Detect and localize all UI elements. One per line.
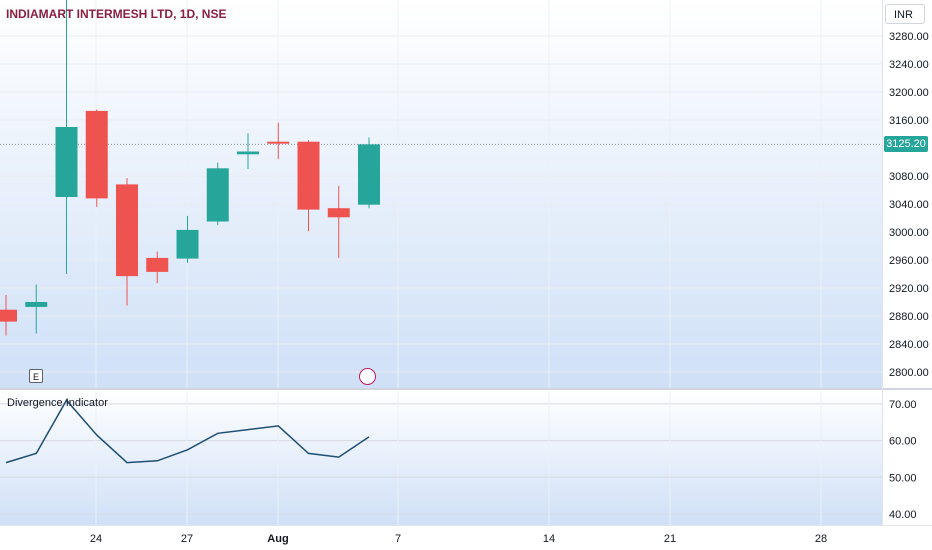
earnings-icon[interactable]: E	[29, 369, 43, 383]
currency-button[interactable]: INR	[885, 4, 925, 24]
candle-body[interactable]	[25, 302, 48, 307]
candle-body[interactable]	[55, 127, 78, 197]
candle-body[interactable]	[116, 184, 138, 277]
divergence-indicator-line	[5, 398, 370, 464]
price-tick-label: 2960.00	[889, 255, 929, 267]
indicator-tick-label: 50.00	[889, 472, 917, 484]
time-tick-label: Aug	[267, 533, 288, 545]
time-tick-label: 27	[181, 533, 193, 545]
candle-body[interactable]	[0, 309, 17, 322]
price-tick-label: 3080.00	[889, 171, 929, 183]
indicator-pane-background	[0, 390, 882, 525]
indicator-tick-label: 60.00	[889, 436, 917, 448]
indicator-axis-labels: 40.00 50.00 60.00 70.00	[889, 399, 917, 521]
price-tick-label: 2840.00	[889, 339, 929, 351]
candle-body[interactable]	[176, 229, 199, 259]
candle-body[interactable]	[358, 144, 380, 205]
time-tick-label: 14	[543, 533, 555, 545]
price-tick-label: 3240.00	[889, 59, 929, 71]
candle-body[interactable]	[297, 141, 320, 210]
price-tick-label: 3040.00	[889, 199, 929, 211]
indicator-grid	[0, 391, 882, 525]
candle-body[interactable]	[206, 168, 229, 222]
candles[interactable]	[0, 0, 380, 336]
price-tick-label: 3000.00	[889, 227, 929, 239]
price-axis-labels: 2800.00 2840.00 2880.00 2920.00 2960.00 3000.…	[889, 31, 929, 379]
symbol-title[interactable]: INDIAMART INTERMESH LTD, 1D, NSE	[6, 7, 226, 21]
price-tick-label: 2880.00	[889, 311, 929, 323]
time-tick-label: 21	[664, 533, 676, 545]
price-tick-label: 2800.00	[889, 367, 929, 379]
main-pane-background	[0, 0, 882, 388]
candle-body[interactable]	[237, 151, 259, 155]
price-tick-label: 3200.00	[889, 87, 929, 99]
indicator-tick-label: 70.00	[889, 399, 917, 411]
price-axis-background	[882, 0, 932, 525]
dividend-marker[interactable]	[359, 368, 376, 385]
time-tick-label: 24	[90, 533, 102, 545]
time-tick-label: 7	[395, 533, 401, 545]
price-tick-label: 3160.00	[889, 115, 929, 127]
time-axis-labels: 24 27 Aug 7 14 21 28	[90, 533, 827, 545]
candle-body[interactable]	[85, 110, 108, 199]
last-price-tag: 3125.20	[884, 136, 928, 152]
indicator-title[interactable]: Divergence Indicator	[7, 397, 108, 409]
candle-body[interactable]	[267, 141, 290, 144]
price-tick-label: 2920.00	[889, 283, 929, 295]
indicator-tick-label: 40.00	[889, 509, 917, 521]
price-tick-label: 3280.00	[889, 31, 929, 43]
time-tick-label: 28	[815, 533, 827, 545]
main-grid	[0, 0, 882, 388]
candle-body[interactable]	[146, 257, 169, 272]
candle-body[interactable]	[327, 208, 350, 218]
